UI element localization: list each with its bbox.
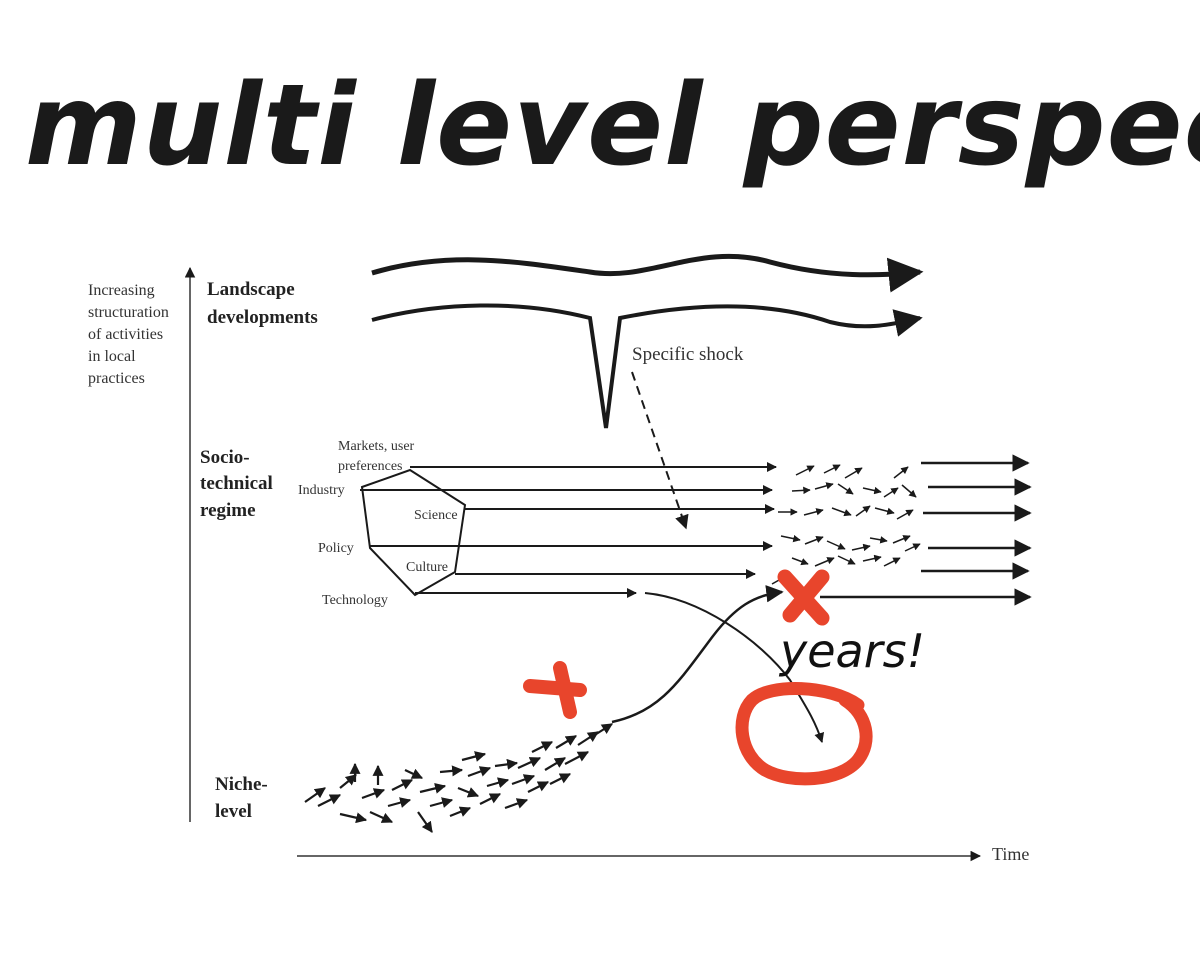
niche-trajectory [611,585,784,724]
red-cross-upper [782,569,830,623]
landscape-label: Landscape developments [207,279,318,328]
red-cross-lower [523,679,587,697]
regime-element-science: Science [414,508,458,523]
y-axis-label-line: in local [88,348,136,365]
niche-label-line: Niche- [215,774,268,795]
regime-hexagon [360,468,467,597]
regime-element-markets: Markets, user preferences [338,439,418,474]
regime-element-industry: Industry [298,483,345,498]
y-axis-label-line: Increasing [88,282,155,299]
landscape-wave-lower [371,303,923,429]
niche-label: Niche- level [215,774,273,822]
regime-label-line: technical [200,473,273,494]
shock-label: Specific shock [632,344,744,365]
markets-label-line: preferences [338,459,403,474]
red-circle [735,682,873,786]
regime-element-technology: Technology [322,593,388,608]
y-axis-label-line: structuration [88,304,169,321]
handwritten-years-note: years! [778,624,925,678]
regime-label: Socio- technical regime [200,447,278,521]
landscape-label-line: developments [207,307,318,328]
regime-label-line: Socio- [200,447,250,468]
landscape-label-line: Landscape [207,279,295,300]
regime-arrows-right [820,454,1032,606]
niche-label-line: level [215,801,252,822]
shock-arrow [631,371,689,530]
slide-title: multi level perspective [25,61,1200,191]
y-axis-label-line: of activities [88,326,163,343]
regime-turbulence [771,464,921,585]
red-cross-lower [553,661,577,719]
regime-element-policy: Policy [318,541,354,556]
red-annotations [523,569,873,786]
niche-swarm [304,723,613,833]
regime-element-culture: Culture [406,560,448,575]
markets-label-line: Markets, user [338,439,415,454]
regime-arrows-left [360,462,777,598]
regime-label-line: regime [200,500,256,521]
y-axis-label-line: practices [88,370,145,387]
y-axis-label: Increasing structuration of activities i… [88,282,173,387]
technology-decline-path [644,592,825,743]
x-axis-label: Time [992,844,1029,864]
landscape-wave-upper [371,253,924,293]
